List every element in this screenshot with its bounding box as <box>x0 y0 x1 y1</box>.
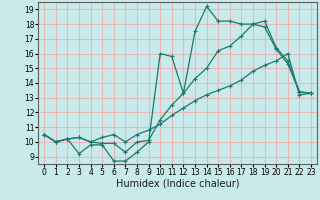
X-axis label: Humidex (Indice chaleur): Humidex (Indice chaleur) <box>116 179 239 189</box>
